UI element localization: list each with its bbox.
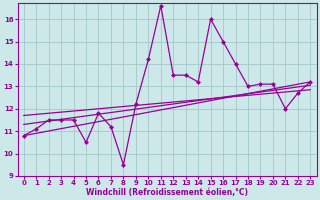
X-axis label: Windchill (Refroidissement éolien,°C): Windchill (Refroidissement éolien,°C) [86, 188, 248, 197]
